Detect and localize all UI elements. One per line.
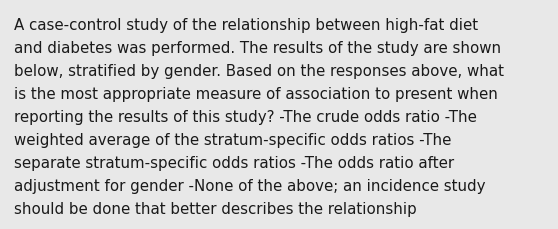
Text: A case-control study of the relationship between high-fat diet: A case-control study of the relationship… — [14, 18, 478, 33]
Text: and diabetes was performed. The results of the study are shown: and diabetes was performed. The results … — [14, 41, 501, 56]
Text: should be done that better describes the relationship: should be done that better describes the… — [14, 201, 417, 216]
Text: separate stratum-specific odds ratios -The odds ratio after: separate stratum-specific odds ratios -T… — [14, 155, 454, 170]
Text: adjustment for gender -None of the above; an incidence study: adjustment for gender -None of the above… — [14, 178, 485, 193]
Text: below, stratified by gender. Based on the responses above, what: below, stratified by gender. Based on th… — [14, 64, 504, 79]
Text: weighted average of the stratum-specific odds ratios -The: weighted average of the stratum-specific… — [14, 132, 451, 147]
Text: reporting the results of this study? -The crude odds ratio -The: reporting the results of this study? -Th… — [14, 109, 477, 124]
Text: is the most appropriate measure of association to present when: is the most appropriate measure of assoc… — [14, 87, 498, 101]
